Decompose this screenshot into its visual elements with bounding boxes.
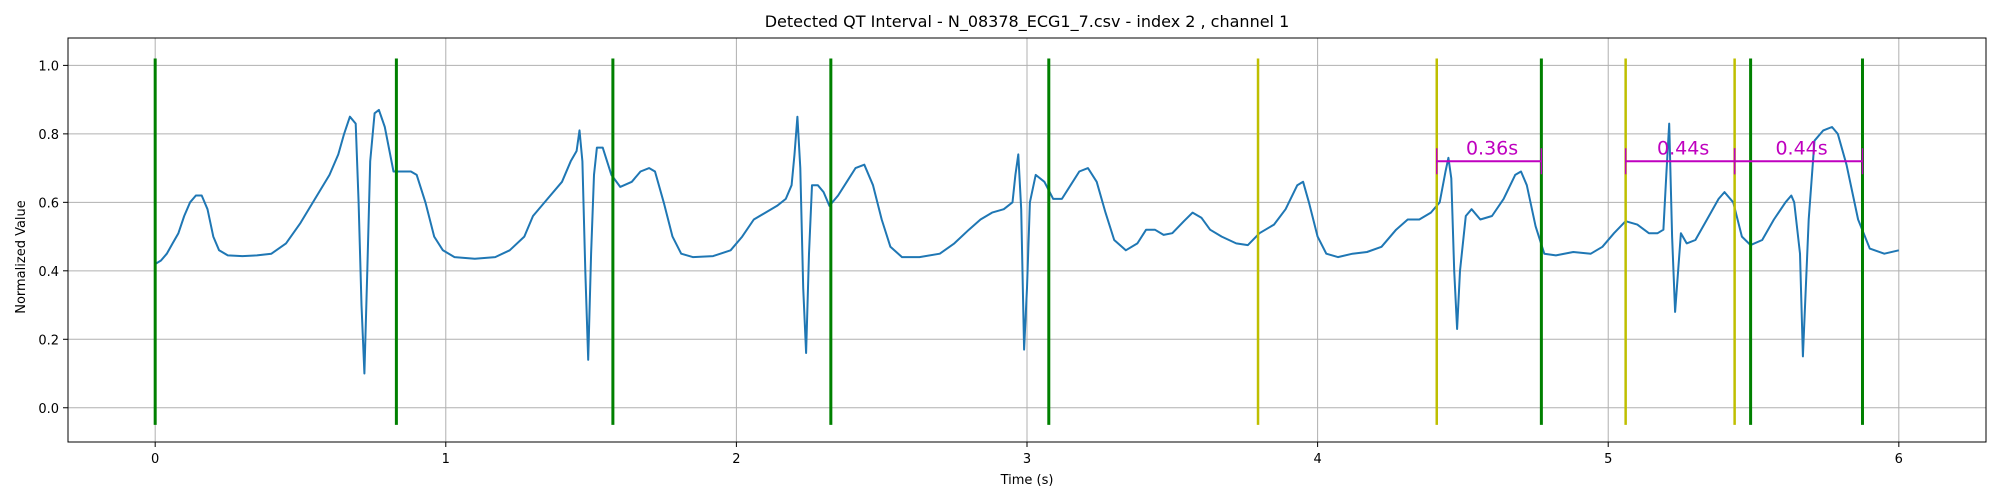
qt-interval-label: 0.44s (1657, 137, 1709, 159)
chart-title: Detected QT Interval - N_08378_ECG1_7.cs… (765, 12, 1290, 32)
y-tick-label: 0.8 (38, 128, 59, 143)
x-axis-label: Time (s) (1000, 473, 1054, 488)
x-tick-label: 5 (1604, 452, 1612, 467)
y-tick-label: 0.0 (38, 402, 59, 417)
y-axis-label: Normalized Value (14, 200, 29, 314)
y-tick-label: 0.6 (38, 196, 59, 211)
grid-lines (68, 38, 1986, 442)
y-tick-label: 0.4 (38, 265, 59, 280)
ecg-signal-line (154, 108, 1900, 375)
intervals-layer: 0.36s 0.44s 0.44s (1436, 137, 1864, 175)
signal-layer (154, 108, 1900, 375)
x-tick-label: 4 (1313, 452, 1321, 467)
x-tick-label: 2 (732, 452, 740, 467)
ticks-layer: 0 1 2 3 4 5 6 0.0 0.2 0.4 0.6 0.8 1.0 (38, 59, 1903, 467)
x-tick-label: 1 (442, 452, 450, 467)
qt-interval-label: 0.44s (1775, 137, 1827, 159)
x-tick-label: 0 (151, 452, 159, 467)
y-tick-label: 1.0 (38, 59, 59, 74)
y-tick-label: 0.2 (38, 333, 59, 348)
qt-interval-label: 0.36s (1466, 137, 1518, 159)
markers-layer (153, 58, 1864, 425)
x-tick-label: 3 (1023, 452, 1031, 467)
x-tick-label: 6 (1895, 452, 1903, 467)
